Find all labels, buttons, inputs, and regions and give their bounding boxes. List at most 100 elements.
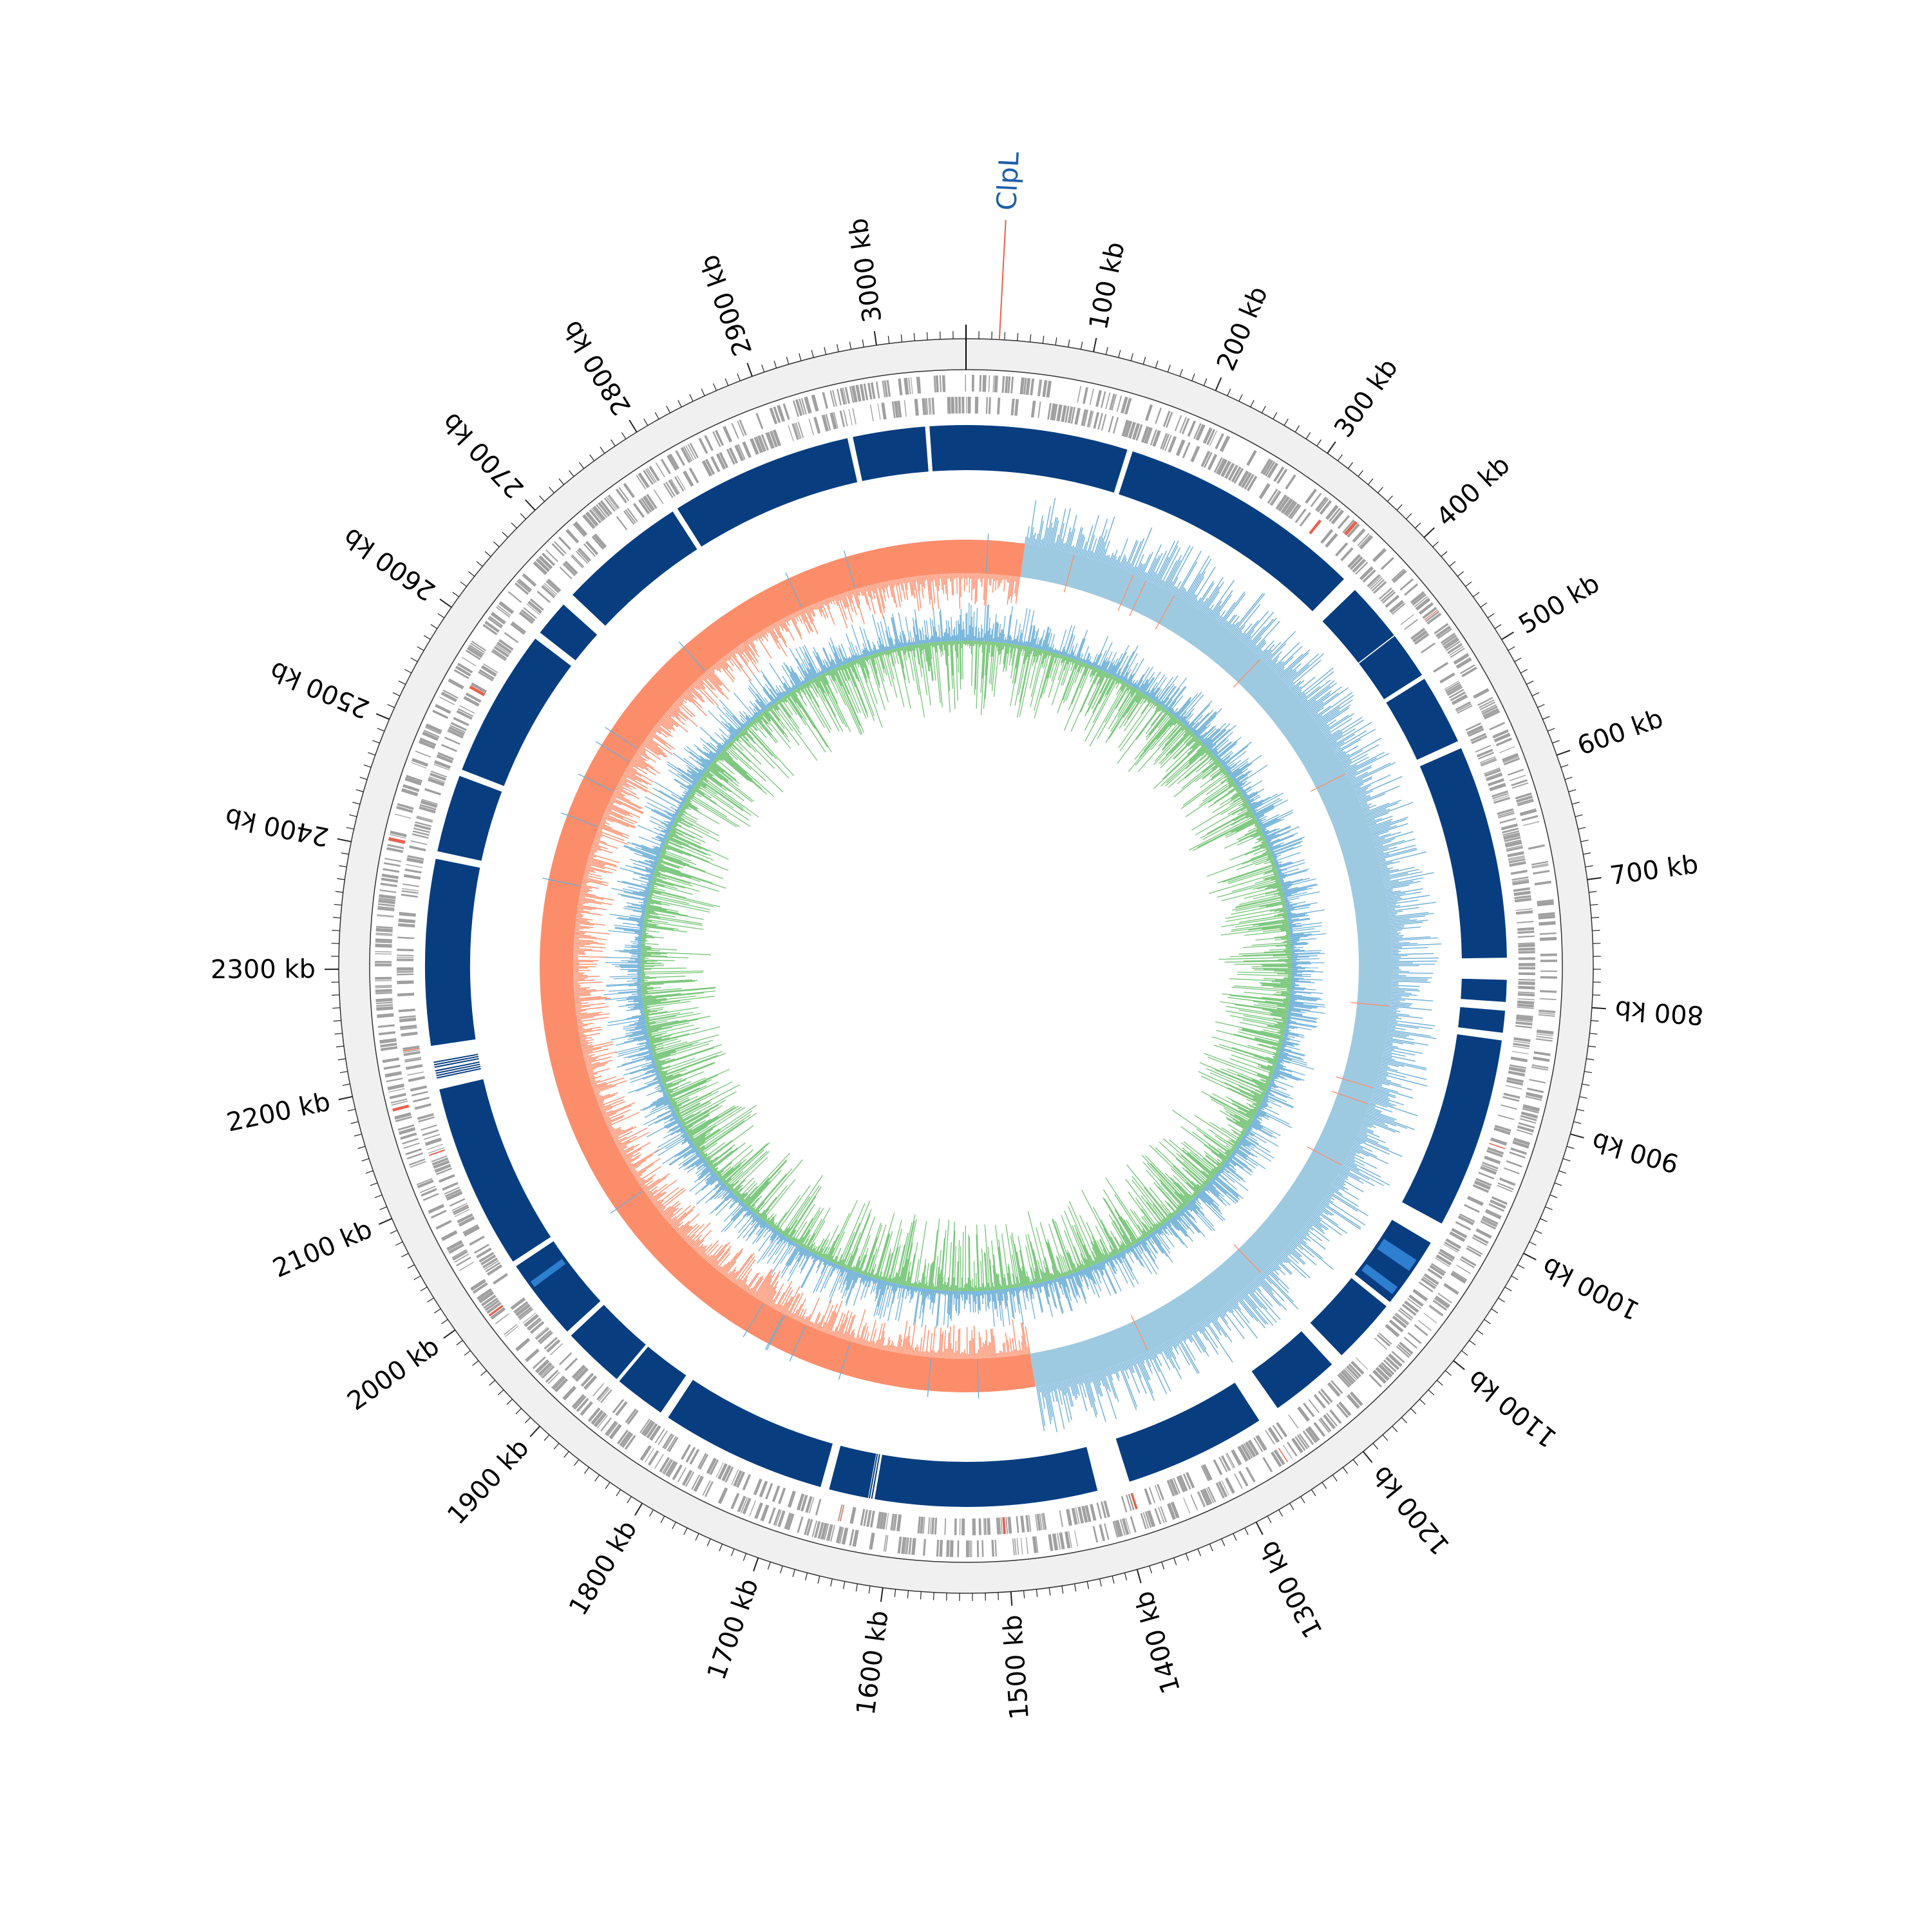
alignment-block [1119,451,1344,612]
alignment-block-fragment [433,1054,478,1063]
gc-skew-bar [741,1280,748,1289]
cds-feature [615,1401,628,1416]
cds-feature [457,1213,473,1224]
cds-feature [405,1148,422,1155]
cds-feature [1346,1365,1359,1379]
cds-feature [1086,410,1092,428]
gc-skew-spike [578,773,613,791]
gc-skew-bar [595,1094,601,1097]
gc-skew-bar [696,1244,704,1252]
cds-feature [1317,498,1329,513]
gc-skew-bar [605,810,623,819]
gc-skew-bar [585,1056,612,1065]
gc-skew-bar [575,923,580,925]
cds-feature [1466,1247,1482,1258]
scale-tick [849,341,852,350]
gc-skew-bar [1074,1378,1081,1396]
cds-feature [1075,1507,1080,1524]
cds-feature [1467,1195,1484,1206]
scale-tick [433,1308,441,1314]
gc-content-bar-below [1089,667,1095,677]
gc-skew-spike [985,533,989,573]
gc-skew-bar [584,1057,599,1062]
cds-feature [674,476,685,492]
cds-feature [640,497,652,513]
gc-skew-bar [803,1316,808,1324]
scale-tick [1099,1578,1102,1587]
cds-feature [1283,500,1296,516]
scale-tick [1273,412,1278,420]
gc-skew-bar [1086,1374,1096,1403]
gc-skew-bar [1310,687,1349,715]
cds-feature [1035,1536,1039,1553]
cds-feature [1493,1127,1511,1135]
gc-content-bar-below [1168,713,1171,717]
gc-content-bar-above [1189,727,1193,731]
cds-feature [1515,910,1533,915]
cds-feature [1518,972,1535,976]
gc-skew-bar [1381,867,1394,871]
scale-tick [468,571,475,577]
scale-tick [634,1502,643,1516]
scale-tick [1589,891,1597,893]
gc-skew-bar [597,829,603,832]
gc-content-bar-above [1209,748,1213,752]
cds-feature [1347,554,1361,569]
cds-feature [839,410,846,428]
cds-feature [897,1536,900,1553]
cds-feature [1444,681,1461,692]
cds-feature [1455,701,1472,711]
scale-tick [395,1241,403,1246]
gc-content-bar-above [981,629,983,641]
gc-skew-bar [1069,1379,1074,1396]
gc-skew-bar [803,608,806,614]
gc-skew-bar [1220,591,1245,625]
cds-feature [1298,1433,1310,1448]
gc-skew-bar [632,759,649,770]
cds-feature [1238,1470,1249,1487]
gc-skew-bar [888,580,893,598]
gc-skew-bar [682,694,692,703]
gc-skew-bar [650,1193,662,1202]
scale-tick [1449,561,1456,567]
gc-skew-bar [1385,880,1414,887]
gc-skew-bar [575,922,594,926]
gc-content-bar-above [1141,672,1155,693]
gc-skew-bar [1271,663,1277,669]
cds-feature [966,397,967,414]
alignment-block [437,775,502,861]
gc-content-bar-below [1222,770,1226,773]
gc-skew-bar [831,1331,835,1336]
gc-skew-bar [1391,937,1438,942]
gc-skew-bar [693,683,715,705]
gc-skew-bar [717,1266,721,1271]
cds-feature [410,840,428,846]
gc-skew-bar [1057,523,1065,550]
gc-content-bar-below [1188,747,1208,764]
gc-content-bar-above [1160,686,1176,706]
cds-feature [1503,1167,1520,1175]
scale-tick [1585,865,1593,867]
gc-skew-bar [590,851,595,853]
scale-tick [336,1045,345,1048]
cds-feature [1418,1281,1434,1293]
scale-tick [1105,346,1108,355]
gc-skew-bar [583,874,603,880]
gc-skew-bar [648,734,654,739]
cds-feature [925,398,929,415]
cds-feature [1468,728,1484,737]
gc-content-bar-above [1146,689,1151,696]
cds-feature [1404,619,1418,630]
gc-skew-spike [766,1315,785,1350]
gc-content-bar-above [1121,676,1124,681]
gc-skew-bar [777,1304,781,1311]
cds-feature [1511,1051,1529,1055]
gc-skew-bar [1067,515,1077,553]
gc-skew-bar [1078,1377,1082,1386]
cds-feature [1030,401,1036,418]
cds-feature [1217,459,1228,475]
gc-skew-bar [715,1264,719,1269]
cds-feature [484,1260,499,1271]
cds-feature [488,617,502,629]
gc-skew-bar [895,1347,897,1353]
